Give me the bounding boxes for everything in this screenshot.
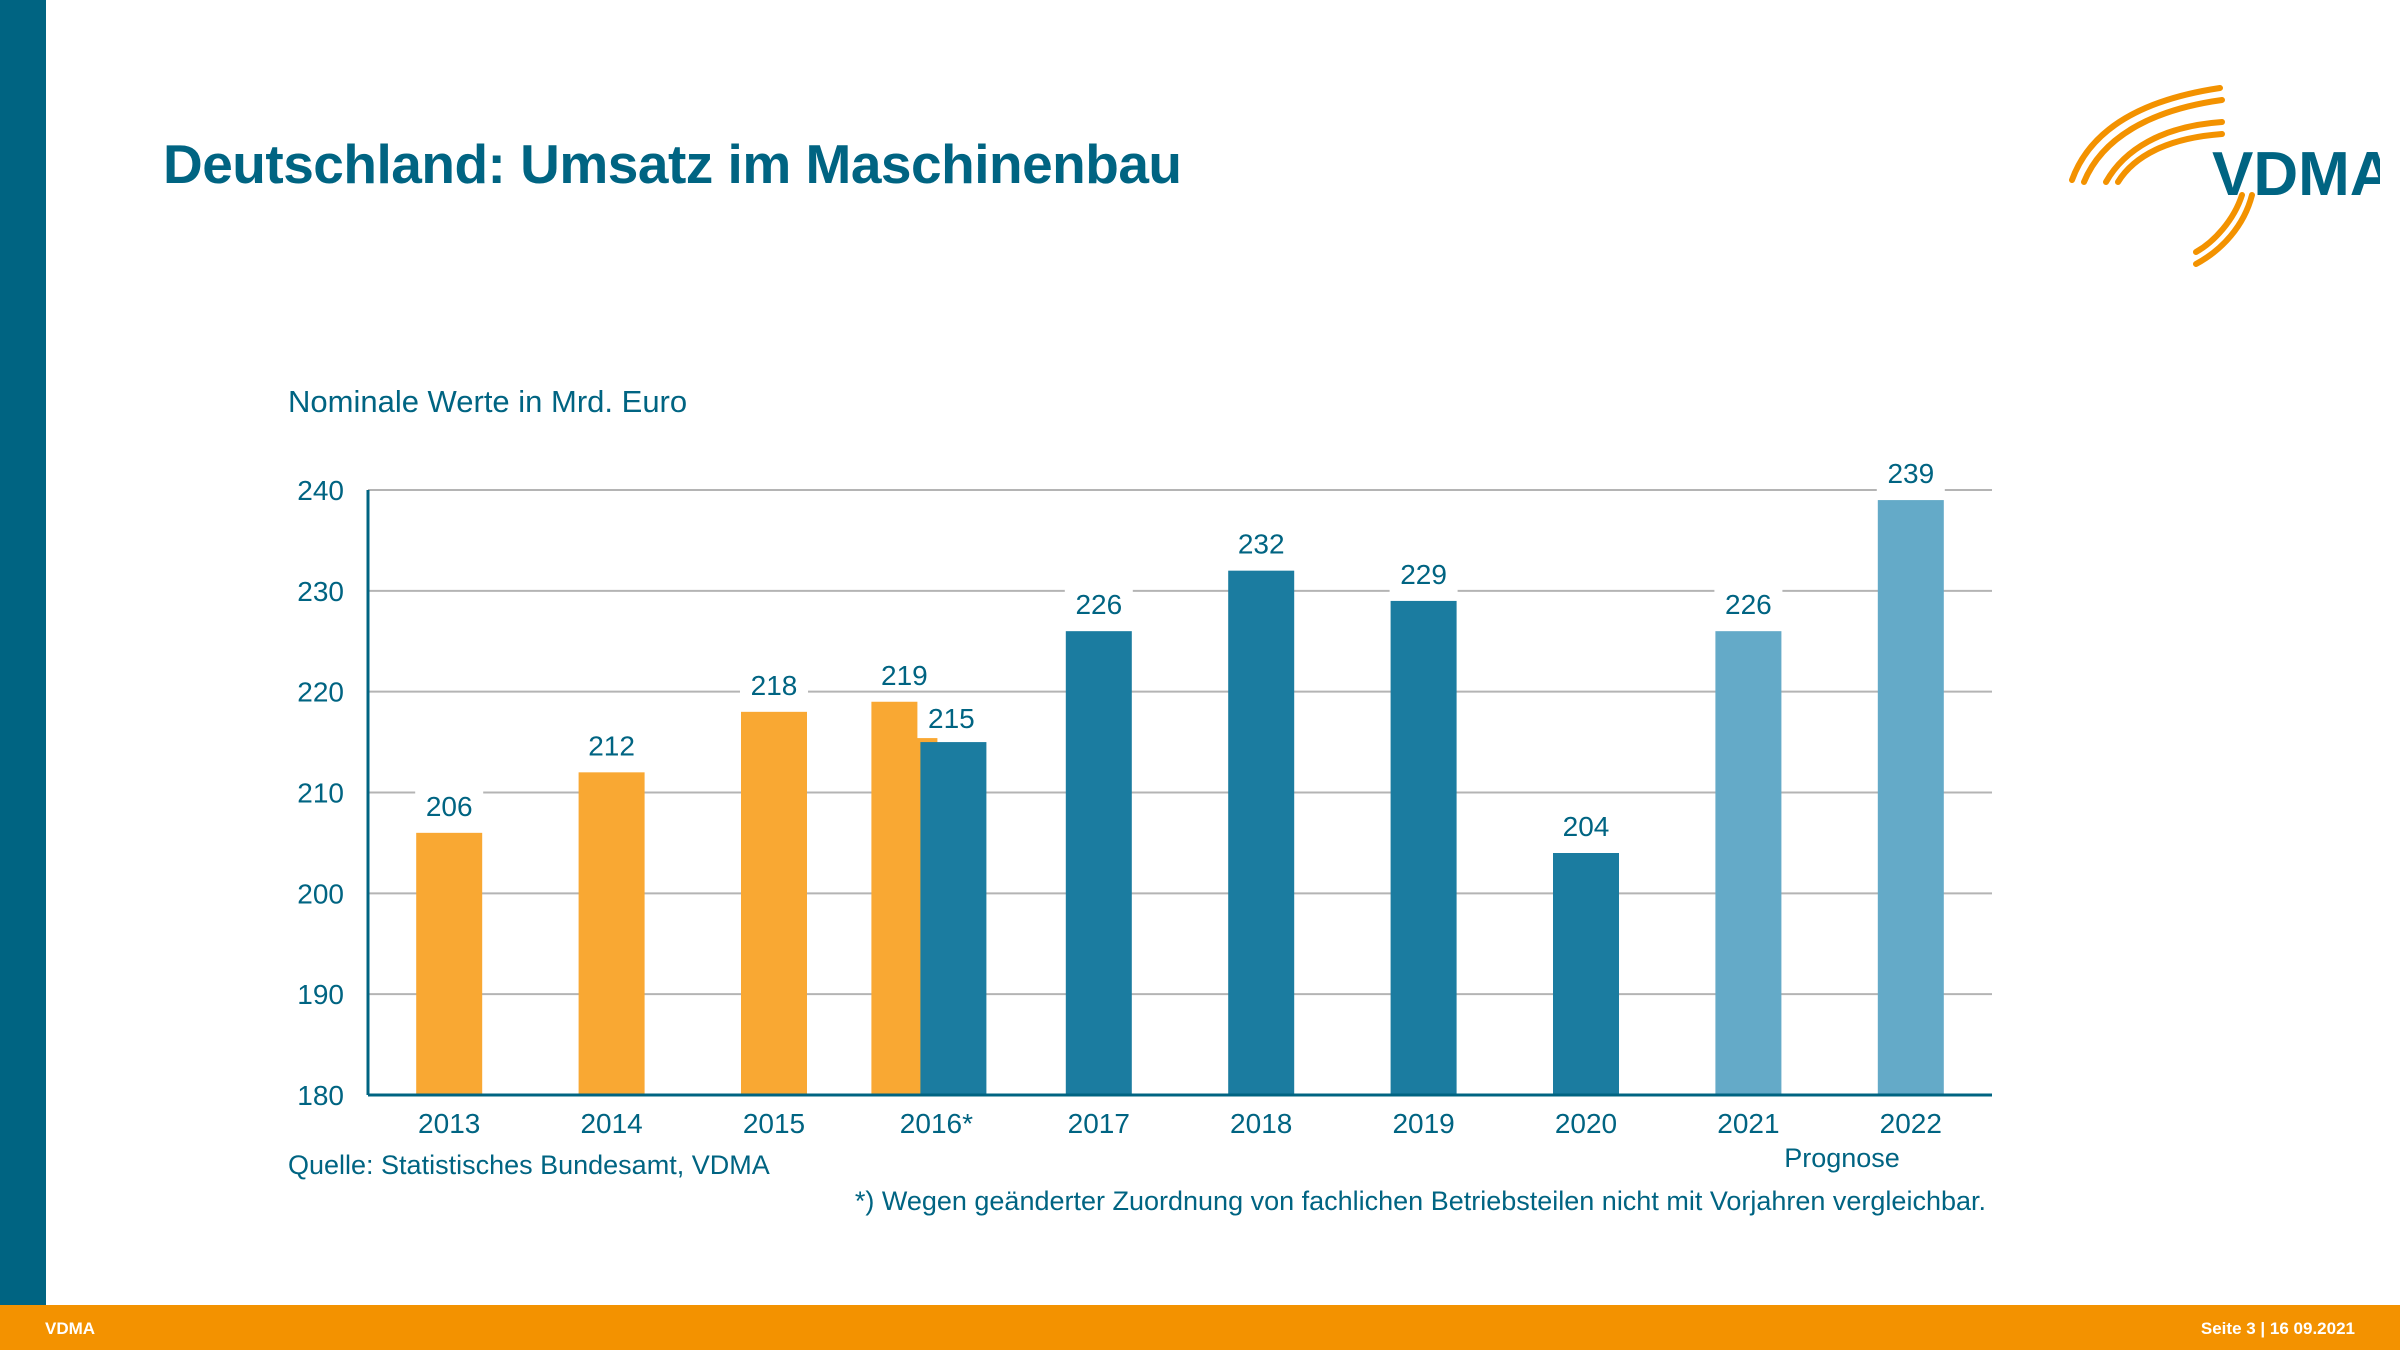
y-tick-label: 200 [297, 878, 344, 909]
x-tick-label: 2022 [1880, 1108, 1942, 1139]
y-tick-label: 210 [297, 778, 344, 809]
footer-brand: VDMA [45, 1319, 96, 1338]
y-tick-label: 230 [297, 576, 344, 607]
data-label-bg [1552, 806, 1620, 846]
data-label-bg [1876, 453, 1945, 494]
x-tick-label: 2016* [900, 1108, 973, 1139]
y-tick-label: 220 [297, 677, 344, 708]
y-tick-label: 180 [297, 1080, 344, 1111]
bar-2013-orange [416, 832, 483, 1095]
data-label: 206 [426, 791, 473, 822]
x-tick-label: 2018 [1230, 1108, 1292, 1139]
data-label: 204 [1563, 811, 1610, 842]
data-label: 212 [588, 730, 635, 761]
bar-2014-orange [578, 772, 645, 1095]
data-label: 219 [881, 660, 928, 691]
data-label: 229 [1400, 559, 1447, 590]
bar-2022-light_blue [1877, 500, 1944, 1095]
data-label: 239 [1887, 458, 1934, 489]
data-label-bg [917, 698, 986, 739]
bar-2018-teal [1228, 570, 1295, 1095]
prognose-label: Prognose [1784, 1143, 1900, 1173]
data-label-bg [415, 785, 484, 826]
footer-bar: VDMA Seite 3 | 16 09.2021 [0, 1305, 2400, 1350]
x-tick-label: 2020 [1555, 1108, 1617, 1139]
data-label-bg [1389, 553, 1458, 594]
data-label: 232 [1238, 529, 1285, 560]
logo-text: VDMA [2212, 140, 2380, 209]
data-label: 215 [928, 703, 975, 734]
chart-subtitle: Nominale Werte in Mrd. Euro [288, 384, 687, 419]
footnote: *) Wegen geänderter Zuordnung von fachli… [855, 1186, 1986, 1216]
bar-2017-teal [1065, 631, 1132, 1095]
data-label: 226 [1725, 589, 1772, 620]
x-tick-label: 2015 [743, 1108, 805, 1139]
x-tick-label: 2014 [580, 1108, 642, 1139]
side-accent-bar [0, 0, 46, 1305]
bar-2021-light_blue [1715, 631, 1782, 1095]
footer-page-date: Seite 3 | 16 09.2021 [2200, 1319, 2355, 1338]
data-label: 218 [751, 670, 798, 701]
data-label: 226 [1075, 589, 1122, 620]
y-tick-label: 240 [297, 475, 344, 506]
data-label-bg [577, 725, 646, 766]
vdma-logo: VDMA [2069, 85, 2380, 267]
data-label-bg [1714, 584, 1783, 625]
x-tick-label: 2013 [418, 1108, 480, 1139]
y-tick-label: 190 [297, 979, 344, 1010]
logo-arcs-icon [2069, 85, 2255, 267]
bar-2015-orange [741, 711, 807, 1095]
bar-2019-teal [1390, 600, 1457, 1095]
source-note: Quelle: Statistisches Bundesamt, VDMA [288, 1150, 770, 1180]
data-label-bg [1227, 523, 1296, 564]
data-label-bg [1064, 584, 1133, 625]
bar-2020-teal [1553, 853, 1619, 1095]
bar-2016-teal [920, 742, 987, 1095]
data-label-bg [740, 664, 808, 705]
x-tick-label: 2017 [1068, 1108, 1130, 1139]
x-tick-label: 2019 [1392, 1108, 1454, 1139]
x-tick-label: 2021 [1717, 1108, 1779, 1139]
slide-title: Deutschland: Umsatz im Maschinenbau [163, 133, 1182, 195]
